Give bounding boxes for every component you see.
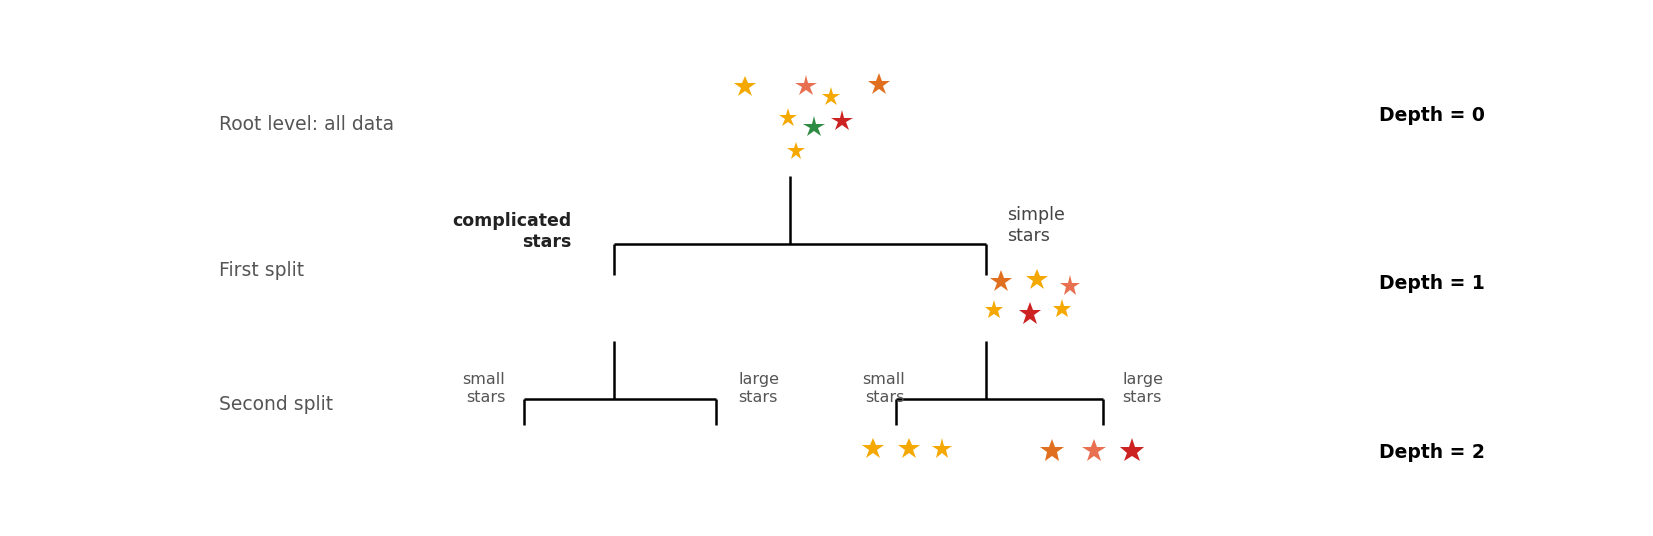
Text: small
stars: small stars: [863, 372, 904, 405]
Text: Second split: Second split: [220, 396, 334, 414]
Text: complicated
stars: complicated stars: [453, 212, 572, 251]
Text: large
stars: large stars: [1122, 372, 1164, 405]
Text: small
stars: small stars: [463, 372, 506, 405]
Text: simple
stars: simple stars: [1007, 206, 1065, 244]
Text: Depth = 0: Depth = 0: [1379, 107, 1484, 125]
Text: Depth = 1: Depth = 1: [1379, 273, 1484, 293]
Text: Root level: all data: Root level: all data: [220, 115, 395, 133]
Text: large
stars: large stars: [739, 372, 779, 405]
Text: First split: First split: [220, 261, 304, 280]
Text: Depth = 2: Depth = 2: [1379, 443, 1484, 462]
